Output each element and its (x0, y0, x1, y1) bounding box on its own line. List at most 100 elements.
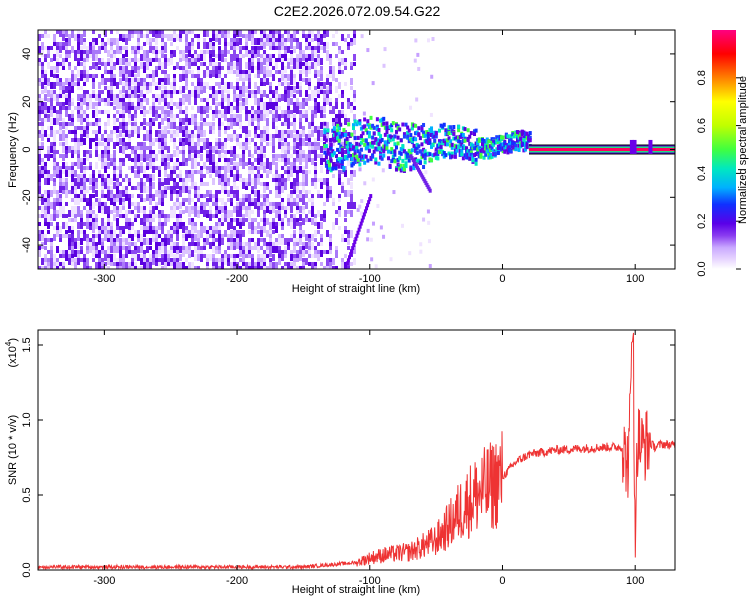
spectrogram-cell (50, 190, 53, 197)
spectrogram-cell (248, 238, 251, 242)
spectrogram-cell (355, 145, 359, 150)
spectrogram-cell (164, 190, 167, 197)
spectrogram-cell (293, 246, 296, 253)
spectrogram-cell (128, 98, 131, 105)
spectrogram-cell (125, 126, 128, 133)
spectrogram-cell (272, 102, 275, 106)
spectrogram-cell (197, 234, 200, 238)
spectrogram-cell (260, 254, 263, 258)
spectrogram-cell (326, 130, 329, 137)
spectrogram-cell (188, 98, 191, 105)
spectrogram-cell (293, 78, 296, 85)
spectrogram-cell (56, 166, 59, 173)
spectrogram-cell (242, 198, 245, 205)
spectrogram-cell (80, 38, 83, 45)
spectrogram-cell (47, 262, 50, 269)
spectrogram-cell (458, 140, 462, 145)
spectrogram-cell (248, 138, 251, 145)
spectrogram-cell (122, 54, 125, 58)
spectrogram-cell (155, 58, 158, 62)
spectrogram-cell (233, 218, 236, 222)
spectrogram-cell (128, 70, 131, 77)
spectrogram-cell (206, 182, 209, 186)
spectrogram-cell (50, 70, 53, 77)
spectrogram-cell (170, 98, 173, 105)
spectrogram-cell (227, 226, 230, 230)
spectrogram-cell (56, 210, 59, 214)
spectrogram-cell (281, 74, 284, 81)
spectrogram-cell (236, 122, 239, 126)
spectrogram-cell (410, 122, 414, 127)
spectrogram-cell (281, 62, 284, 66)
spectrogram-cell (402, 167, 406, 172)
spectrogram-cell (355, 154, 359, 159)
spectrogram-cell (263, 222, 266, 229)
spectrogram-cell (143, 50, 146, 57)
spectrogram-cell (104, 30, 107, 37)
spectrogram-cell (44, 174, 47, 181)
spectrogram-cell (176, 190, 179, 197)
spectrogram-cell (104, 202, 107, 209)
spectrogram-cell (107, 114, 110, 118)
spectrogram-cell (311, 178, 314, 182)
spectrogram-cell (350, 38, 353, 42)
spectrogram-cell (420, 142, 424, 147)
spectrogram-cell (131, 58, 134, 62)
colorbar-ticks: 0.00.20.40.60.8 (696, 70, 741, 277)
spectrogram-x-label: Height of straight line (km) (292, 283, 420, 295)
spectrogram-cell (338, 178, 341, 185)
spectrogram-cell (158, 98, 161, 105)
spectrogram-cell (320, 138, 323, 142)
spectrogram-cell (436, 156, 440, 161)
spectrogram-cell (248, 62, 251, 66)
spectrogram-cell (206, 254, 209, 261)
spectrogram-cell (209, 198, 212, 202)
spectrogram-cell (155, 114, 158, 121)
spectrogram-cell (143, 110, 146, 117)
snr-frame (37, 329, 676, 571)
spectrogram-cell (355, 122, 359, 127)
spectrogram-cell (119, 166, 122, 173)
spectrogram-cell (176, 158, 179, 165)
spectrogram-cell (65, 166, 68, 170)
spectrogram-cell (461, 133, 465, 138)
spectrogram-cell (242, 70, 245, 74)
spectrogram-cell (77, 42, 80, 49)
spectrogram-cell (236, 42, 239, 49)
spectrogram-cell (480, 137, 484, 142)
spectrogram-cell (251, 118, 254, 122)
spectrogram-cell (77, 34, 80, 41)
spectrogram-cell (442, 151, 446, 156)
spectrogram-cell (293, 262, 296, 269)
spectrogram-cell (281, 42, 284, 46)
spectrogram-cell (146, 222, 149, 229)
carrier-band-core (529, 148, 675, 151)
spectrogram-cell (233, 94, 236, 98)
spectrogram-cell (209, 234, 212, 238)
spectrogram-cell (206, 102, 209, 106)
spectrogram-cell (263, 154, 266, 158)
spectrogram-cell (314, 154, 317, 161)
spectrogram-cell (83, 258, 86, 262)
spectrogram-cell (254, 174, 257, 178)
spectrogram-cell (224, 142, 227, 149)
spectrogram-cell (281, 34, 284, 41)
spectrogram-cell (98, 98, 101, 102)
spectrogram-cell (158, 194, 161, 198)
spectrogram-cell (487, 155, 491, 160)
spectrogram-cell (77, 222, 80, 229)
spectrogram-cell (65, 138, 68, 145)
spectrogram-cell (347, 98, 350, 105)
spectrogram-cell (65, 202, 68, 206)
spectrogram-cell (337, 164, 341, 169)
spectrogram-cell (191, 74, 194, 78)
spectrogram-cell (221, 262, 224, 269)
spectrogram-cell (272, 246, 275, 253)
spectrogram-cell (50, 130, 53, 137)
spectrogram-cell (356, 157, 360, 162)
spectrogram-cell (53, 178, 56, 185)
spectrogram-cell (203, 174, 206, 178)
spectrogram-cell (284, 94, 287, 101)
spectrogram-cell (287, 222, 290, 226)
spectrogram-cell (185, 186, 188, 193)
